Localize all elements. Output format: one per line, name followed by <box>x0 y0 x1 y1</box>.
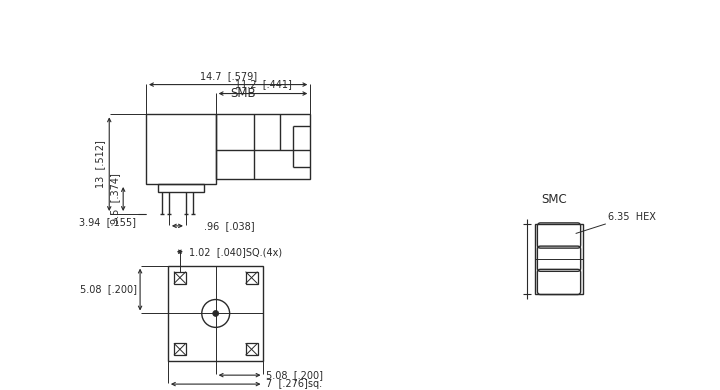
Bar <box>158 184 204 192</box>
Text: 9.5  [.374]: 9.5 [.374] <box>110 174 120 225</box>
Circle shape <box>212 310 219 316</box>
Bar <box>168 266 264 361</box>
Text: 6.35  HEX: 6.35 HEX <box>608 212 656 222</box>
Text: 7  [.276]sq.: 7 [.276]sq. <box>266 379 323 389</box>
Text: 13  [.512]: 13 [.512] <box>95 140 105 188</box>
Text: 5.08  [.200]: 5.08 [.200] <box>80 285 137 294</box>
Bar <box>174 272 186 284</box>
Text: 5.08  [.200]: 5.08 [.200] <box>266 370 323 380</box>
Bar <box>246 272 258 284</box>
Text: SMC: SMC <box>541 193 567 206</box>
Text: 11.2  [.441]: 11.2 [.441] <box>235 80 292 90</box>
Text: 1.02  [.040]SQ.(4x): 1.02 [.040]SQ.(4x) <box>189 247 282 257</box>
Bar <box>535 224 583 294</box>
Text: 3.94  [.155]: 3.94 [.155] <box>79 217 136 227</box>
Text: SMB: SMB <box>230 87 256 99</box>
Bar <box>216 114 310 179</box>
Bar <box>146 114 216 184</box>
Text: 14.7  [.579]: 14.7 [.579] <box>199 71 257 81</box>
Text: .96  [.038]: .96 [.038] <box>204 221 254 231</box>
Bar <box>174 343 186 355</box>
Bar <box>246 343 258 355</box>
